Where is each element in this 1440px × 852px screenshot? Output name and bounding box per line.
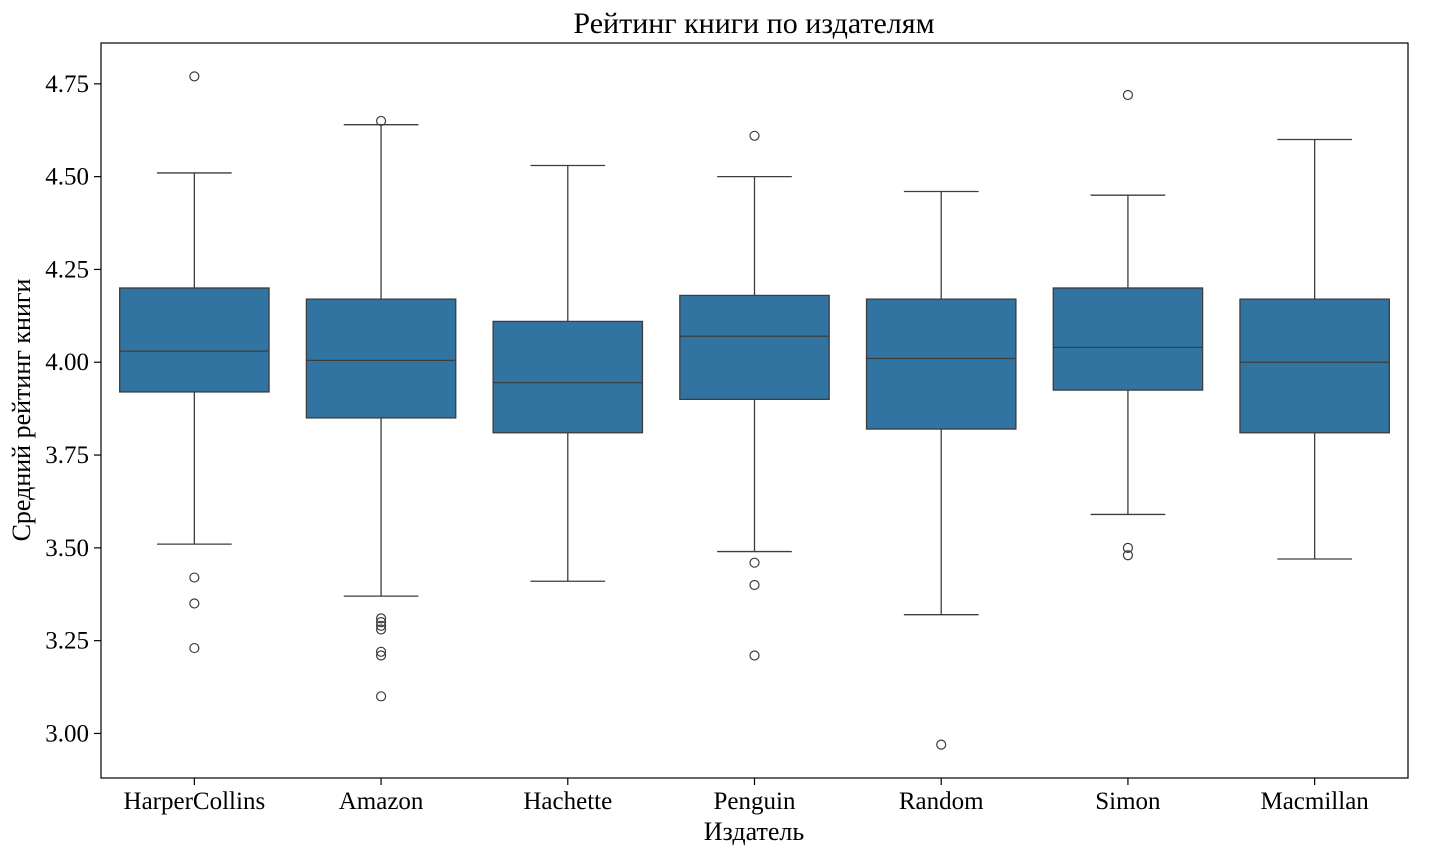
- iqr-box: [119, 287, 270, 393]
- outlier-point: [375, 616, 387, 628]
- outlier-point: [375, 691, 387, 702]
- outlier-point: [375, 115, 387, 127]
- iqr-box: [1239, 298, 1390, 434]
- iqr-box: [492, 320, 644, 434]
- iqr-box: [865, 298, 1017, 430]
- plot-frame: [100, 42, 1409, 779]
- x-tick-label: Hachette: [523, 788, 612, 815]
- iqr-box: [305, 298, 457, 419]
- axis-ticks: 3.00 3.25 3.50 3.75 4.00 4.25 4.50 4.75 HarperCo…: [45, 71, 1369, 815]
- y-tick-label: 4.00: [45, 349, 89, 376]
- outlier-point: [375, 646, 387, 657]
- y-tick-label: 4.50: [45, 164, 89, 191]
- x-tick-label: Random: [899, 788, 984, 815]
- y-tick-label: 3.25: [45, 628, 89, 655]
- outlier-point: [749, 130, 760, 141]
- outlier-point: [1122, 550, 1134, 561]
- y-axis-label: Средний рейтинг книги: [7, 278, 36, 541]
- y-tick-label: 3.00: [45, 720, 89, 747]
- outlier-point: [749, 579, 760, 591]
- outlier-point: [749, 557, 760, 568]
- boxes-layer: [119, 71, 1390, 750]
- outlier-point: [189, 598, 200, 609]
- outlier-point: [1122, 89, 1134, 101]
- y-tick-label: 4.25: [45, 256, 89, 283]
- box-group: [305, 115, 457, 702]
- x-tick-label: Amazon: [339, 788, 424, 815]
- x-axis-label: Издатель: [704, 817, 805, 846]
- chart-title: Рейтинг книги по издателям: [573, 7, 934, 40]
- iqr-box: [1052, 287, 1204, 391]
- outlier-point: [375, 624, 387, 635]
- outlier-point: [189, 572, 200, 583]
- outlier-point: [375, 613, 387, 624]
- box-group: [492, 164, 644, 582]
- outlier-point: [189, 71, 200, 82]
- outlier-point: [375, 620, 387, 631]
- outlier-point: [189, 642, 200, 654]
- outlier-point: [749, 650, 760, 661]
- box-group: [1052, 89, 1204, 561]
- iqr-box: [679, 294, 830, 401]
- outlier-point: [936, 739, 947, 750]
- box-group: [679, 130, 830, 661]
- y-tick-label: 4.75: [45, 71, 89, 98]
- box-group: [865, 190, 1017, 750]
- outlier-point: [1122, 542, 1134, 553]
- box-group: [119, 71, 270, 654]
- x-tick-label: HarperCollins: [124, 788, 266, 815]
- y-tick-label: 3.50: [45, 535, 89, 562]
- box-group: [1239, 138, 1390, 560]
- x-tick-label: Penguin: [714, 788, 796, 815]
- x-tick-label: Simon: [1095, 788, 1161, 815]
- y-tick-label: 3.75: [45, 442, 89, 469]
- x-tick-label: Macmillan: [1260, 788, 1369, 815]
- outlier-point: [375, 650, 387, 661]
